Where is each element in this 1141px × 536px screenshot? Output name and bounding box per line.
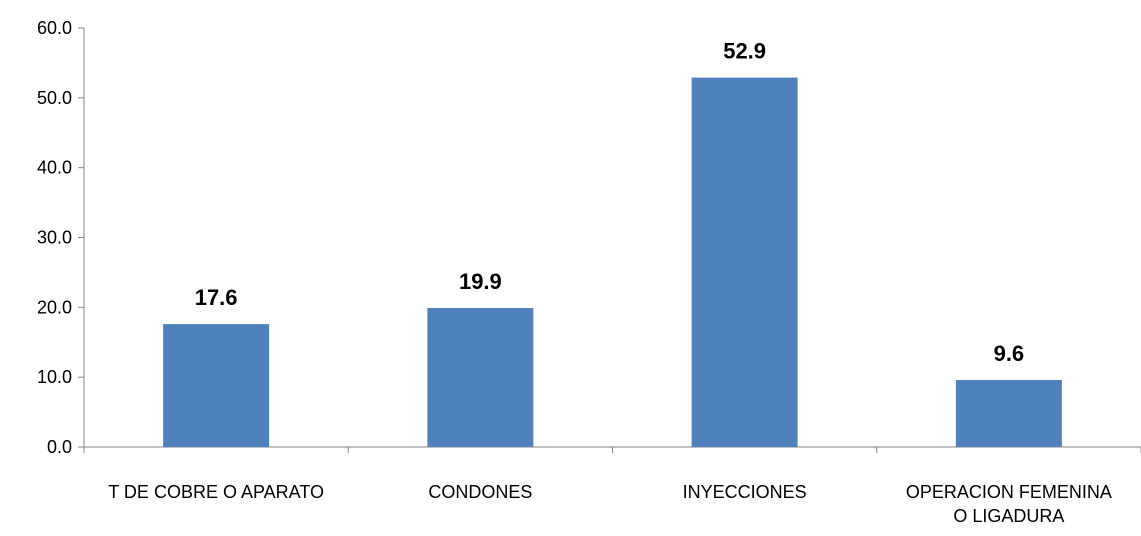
bar [427,308,534,447]
bar [163,324,270,447]
x-tick-label: T DE COBRE O APARATO [108,482,324,502]
data-label: 9.6 [994,341,1025,366]
y-tick-label: 20.0 [37,297,72,317]
x-tick-label: O LIGADURA [953,506,1064,526]
x-tick-label: CONDONES [428,482,532,502]
y-tick-label: 10.0 [37,367,72,387]
y-axis: 0.0 10.0 20.0 30.0 40.0 50.0 60.0 [37,18,85,457]
bars [163,77,1062,447]
bar [691,77,798,447]
y-tick-label: 30.0 [37,228,72,248]
data-labels: 17.6 19.9 52.9 9.6 [195,39,1024,366]
y-tick-label: 60.0 [37,18,72,38]
y-tick-label: 50.0 [37,88,72,108]
y-tick-label: 40.0 [37,158,72,178]
x-tick-label: INYECCIONES [683,482,807,502]
x-tick-label: OPERACION FEMENINA [906,482,1112,502]
data-label: 52.9 [723,39,766,64]
x-axis: T DE COBRE O APARATO CONDONES INYECCIONES O… [83,446,1141,526]
y-tick-label: 0.0 [47,437,72,457]
data-label: 19.9 [459,269,502,294]
data-label: 17.6 [195,285,238,310]
bar [955,379,1062,447]
